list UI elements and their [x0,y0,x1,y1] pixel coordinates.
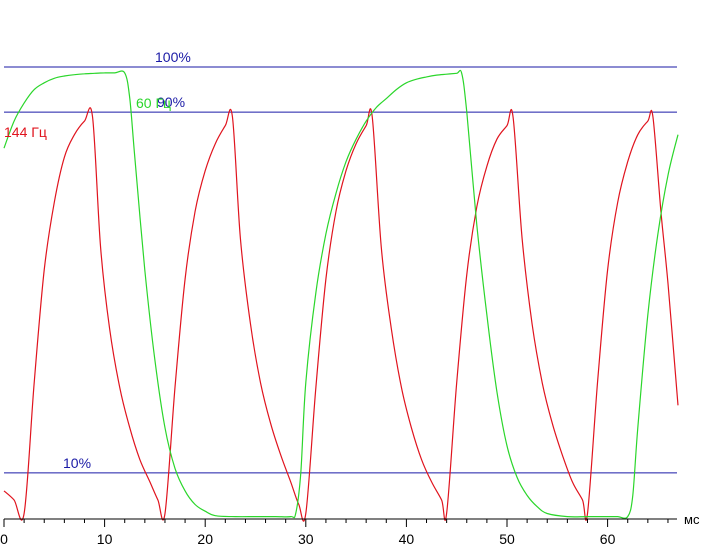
x-tick-label-20: 20 [197,531,213,547]
x-tick-label-0: 0 [0,531,8,547]
series-line-2 [3,69,679,519]
x-tick-label-40: 40 [399,531,415,547]
x-axis: 0 10 20 30 40 50 60 [0,518,677,547]
reference-label-10: 10% [63,455,91,471]
reference-label-90: 90% [157,94,185,110]
series-label-60hz: 60 Гц [136,95,171,111]
series-label-144hz: 144 Гц [4,124,47,140]
reference-lines: 100% 90% 10% [4,49,677,474]
series-lines [3,69,679,522]
x-tick-label-30: 30 [298,531,314,547]
x-axis-unit-label: мс [684,512,700,527]
reference-label-100: 100% [155,49,191,65]
x-tick-label-10: 10 [97,531,113,547]
x-tick-label-60: 60 [600,531,616,547]
series-line-1 [3,107,679,522]
x-tick-label-50: 50 [499,531,515,547]
